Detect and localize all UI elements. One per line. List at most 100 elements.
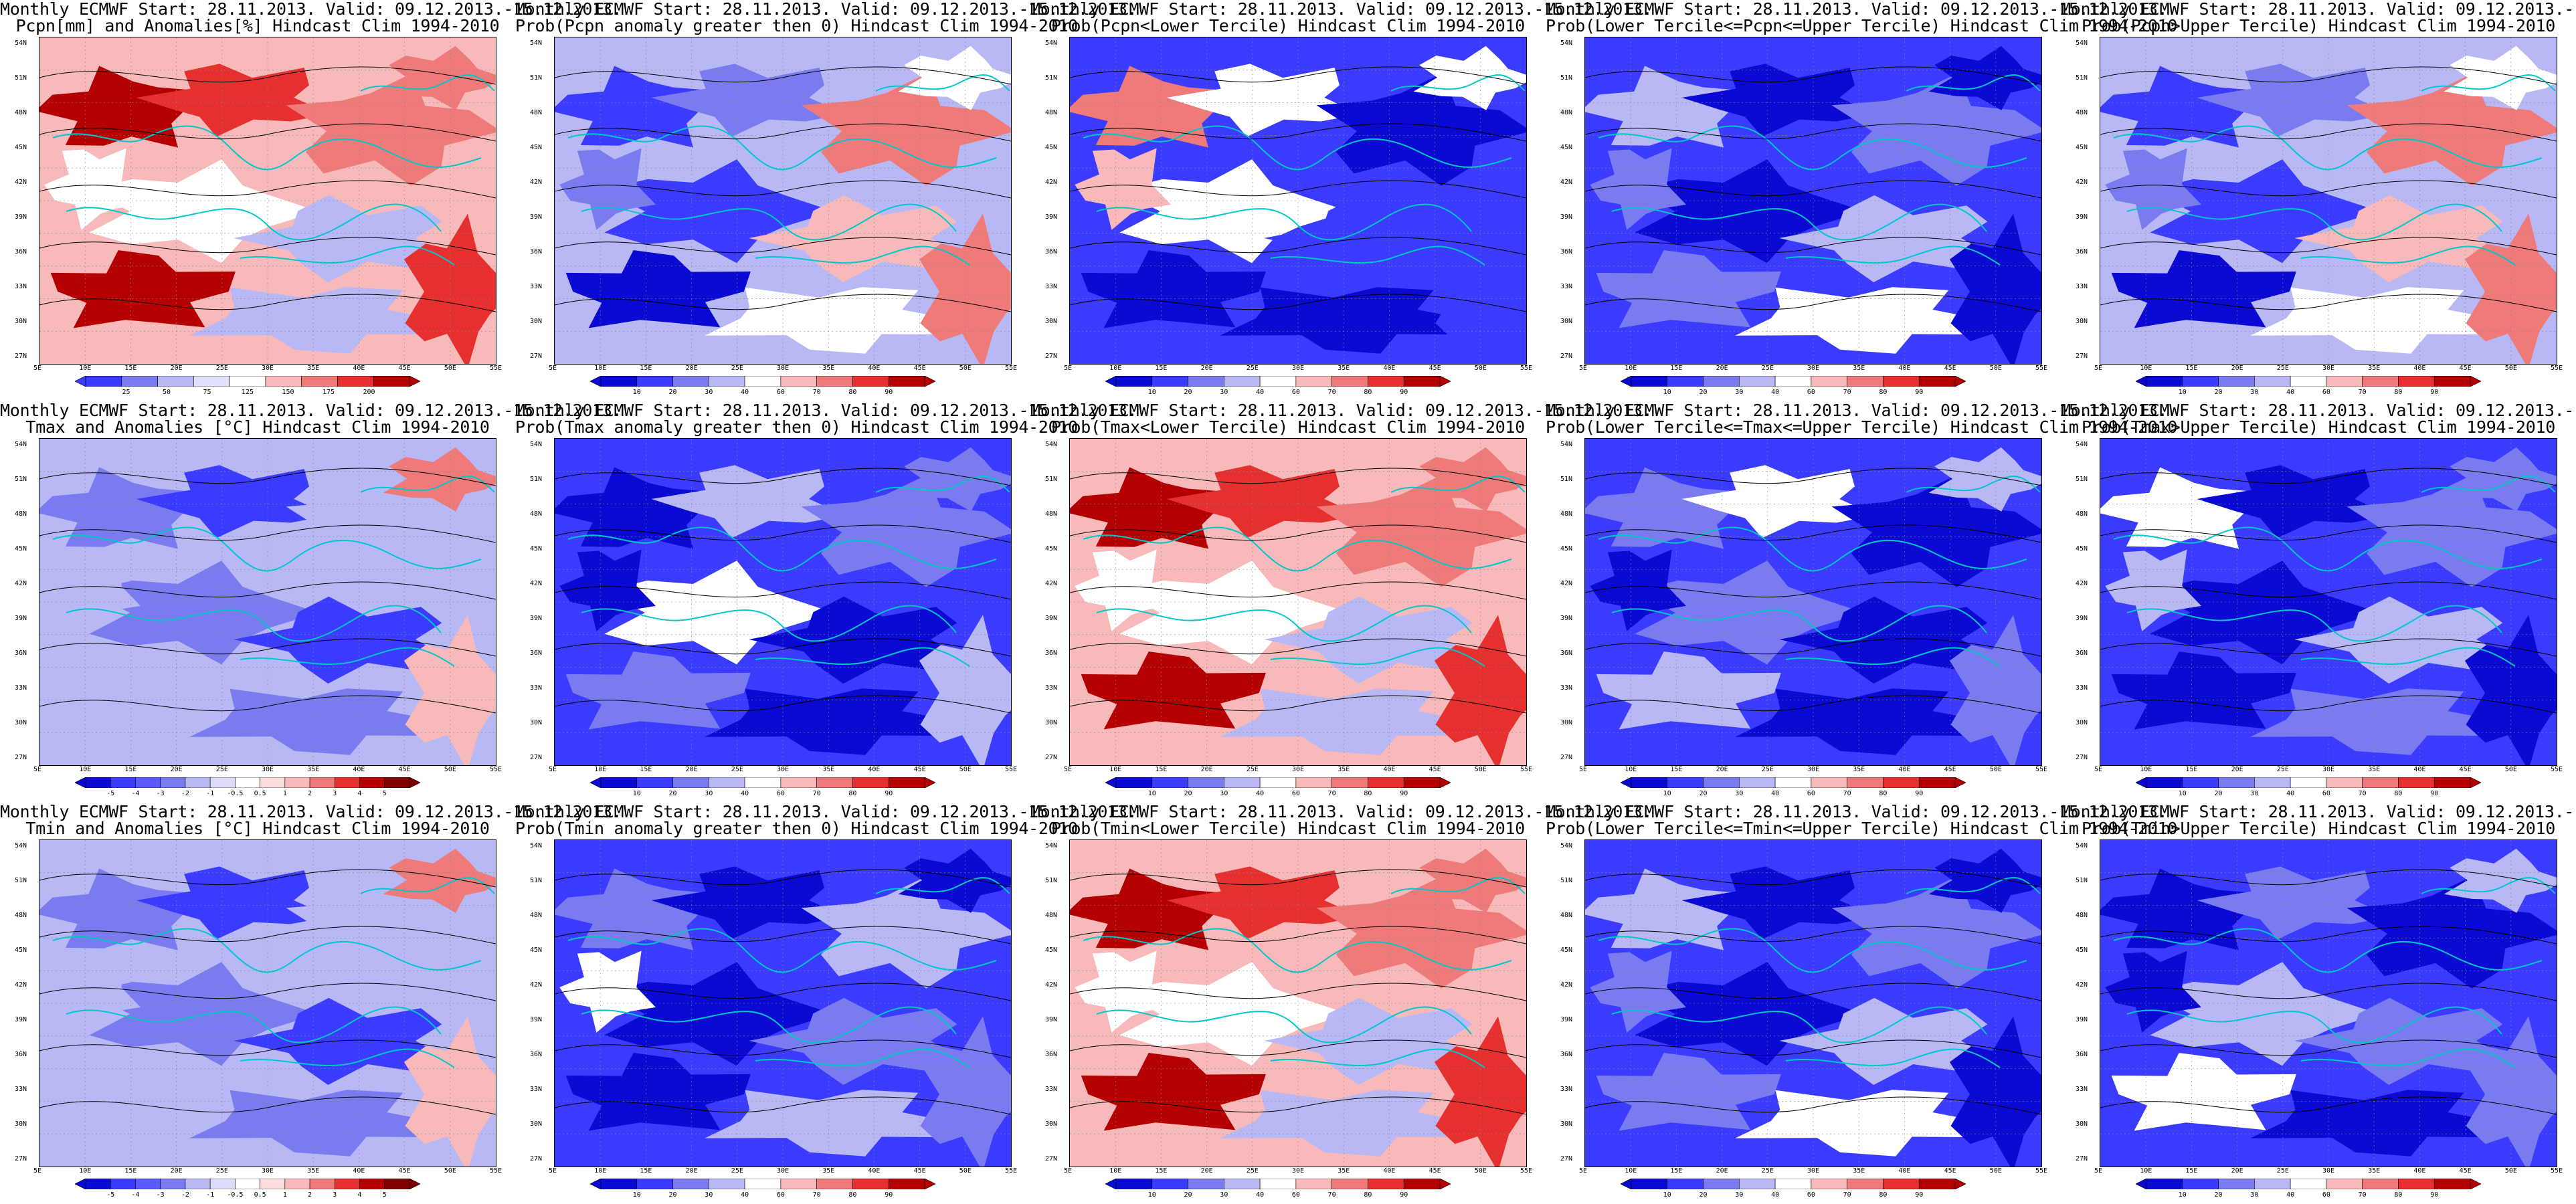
- colorbar-label: 75: [203, 389, 211, 396]
- contour-line: [555, 638, 1011, 657]
- longitude-tick-label: 5E: [1579, 766, 1588, 773]
- colorbar-label: 80: [848, 389, 857, 396]
- longitude-tick-label: 5E: [549, 1167, 557, 1175]
- longitude-tick-label: 5E: [2094, 766, 2103, 773]
- longitude-tick-label: 35E: [2368, 1167, 2381, 1175]
- colorbar-swatch: [1667, 376, 1704, 387]
- colorbar-label: 40: [2286, 790, 2295, 797]
- colorbar-swatch: [1403, 376, 1441, 387]
- contour-line: [39, 180, 496, 199]
- colorbar-swatch: [709, 777, 745, 788]
- latitude-tick-label: 33N: [15, 1086, 27, 1093]
- latitude-tick-label: 48N: [530, 912, 543, 919]
- shaded-region: [1434, 213, 1526, 364]
- colorbar-label: -2: [181, 1191, 189, 1199]
- longitude-tick-label: 20E: [170, 1167, 183, 1175]
- colorbar-swatch: [1295, 376, 1332, 387]
- colorbar-label: 70: [812, 1191, 821, 1199]
- colorbar-label: 10: [1147, 790, 1156, 797]
- latitude-tick-label: 48N: [1045, 912, 1058, 919]
- shaded-region: [286, 474, 496, 587]
- colorbar-swatch: [193, 376, 230, 387]
- longitude-tick-label: 40E: [353, 365, 365, 372]
- contour-line: [555, 926, 1011, 944]
- colorbar-swatch: [309, 777, 335, 788]
- contour-line: [39, 869, 496, 888]
- latitude-tick-label: 51N: [15, 877, 27, 884]
- latitude-tick-label: 39N: [1045, 213, 1058, 221]
- colorbar-swatch: [672, 1179, 709, 1189]
- colorbar-swatch: [816, 1179, 853, 1189]
- shaded-region: [559, 549, 656, 631]
- shaded-region: [1735, 1090, 1990, 1157]
- latitude-tick-label: 36N: [1045, 248, 1058, 256]
- p-tmin-lower: Monthly ECMWF Start: 28.11.2013. Valid: …: [1030, 803, 1653, 1204]
- colorbar: [1105, 777, 1451, 788]
- longitude-tick-label: 15E: [1670, 1167, 1683, 1175]
- shaded-region: [2111, 250, 2296, 328]
- shaded-region: [234, 596, 447, 684]
- contour-line: [39, 926, 496, 944]
- field-shading: [555, 45, 1011, 364]
- colorbar-label: 70: [812, 790, 821, 797]
- latitude-tick-label: 33N: [15, 684, 27, 692]
- latitude-tick-label: 36N: [530, 1051, 543, 1058]
- colorbar-label: 30: [1220, 389, 1228, 396]
- colorbar-swatch: [2362, 777, 2399, 788]
- colorbar-swatch: [1703, 777, 1740, 788]
- coastline-north: [1083, 526, 1512, 572]
- colorbar-extend-high: [1439, 777, 1451, 788]
- p-pcpn-middle: Monthly ECMWF Start: 28.11.2013. Valid: …: [1546, 0, 2177, 401]
- colorbar-swatch: [2433, 376, 2471, 387]
- contour-line: [1585, 237, 2041, 256]
- colorbar-swatch: [337, 376, 374, 387]
- colorbar-label: 30: [1220, 790, 1228, 797]
- longitude-tick-label: 35E: [1338, 766, 1350, 773]
- latitude-tick-label: 27N: [530, 754, 543, 761]
- colorbar-label: 60: [1807, 790, 1815, 797]
- longitude-tick-label: 55E: [2035, 365, 2048, 372]
- shaded-region: [87, 561, 319, 665]
- coastline-north: [1083, 125, 1512, 171]
- map-frame: [554, 37, 1012, 365]
- coastline-black-sea: [2421, 74, 2556, 92]
- colorbar-swatch: [1403, 777, 1441, 788]
- colorbar-swatch: [1403, 1179, 1441, 1189]
- colorbar-swatch: [359, 777, 385, 788]
- coastline-north: [52, 526, 482, 572]
- longitude-tick-label: 50E: [959, 365, 972, 372]
- latitude-tick-label: 45N: [1560, 946, 1573, 954]
- contour-line: [1070, 638, 1526, 657]
- contour-line: [555, 1039, 1011, 1058]
- latitude-tick-label: 45N: [2076, 144, 2088, 151]
- colorbar-label: 200: [363, 389, 375, 396]
- contour-line: [1070, 1039, 1526, 1058]
- shaded-region: [565, 651, 751, 730]
- coastline-north: [1598, 526, 2027, 572]
- colorbar-swatch: [852, 1179, 889, 1189]
- longitude-tick-label: 25E: [731, 766, 743, 773]
- contour-line: [39, 1039, 496, 1058]
- panel-title-line2: Prob(Tmax>Upper Tercile) Hindcast Clim 1…: [2081, 417, 2556, 437]
- latitude-tick-label: 48N: [2076, 109, 2088, 116]
- colorbar-label: 90: [1915, 790, 1924, 797]
- latitude-tick-label: 30N: [530, 719, 543, 726]
- colorbar-extend-high: [1439, 1179, 1451, 1189]
- coastline-north: [1598, 928, 2027, 973]
- colorbar-swatch: [1368, 1179, 1404, 1189]
- longitude-tick-label: 35E: [1853, 766, 1865, 773]
- coastline-black-sea: [2421, 877, 2556, 894]
- map-frame: [554, 438, 1012, 766]
- latitude-tick-label: 33N: [1045, 1086, 1058, 1093]
- longitude-tick-label: 45E: [913, 766, 926, 773]
- shaded-region: [1681, 64, 1876, 137]
- latitude-tick-label: 51N: [15, 476, 27, 483]
- contour-lines: [39, 66, 496, 312]
- shaded-region: [1070, 66, 1234, 148]
- longitude-tick-label: 50E: [2504, 766, 2517, 773]
- shaded-region: [2111, 651, 2296, 730]
- longitude-tick-label: 20E: [170, 365, 183, 372]
- colorbar-swatch: [1188, 1179, 1224, 1189]
- map-frame: [2100, 37, 2557, 365]
- colorbar-labels: -5 -4 -3 -2 -1 -0.5 0.5 1 2 3 4 5: [75, 791, 420, 799]
